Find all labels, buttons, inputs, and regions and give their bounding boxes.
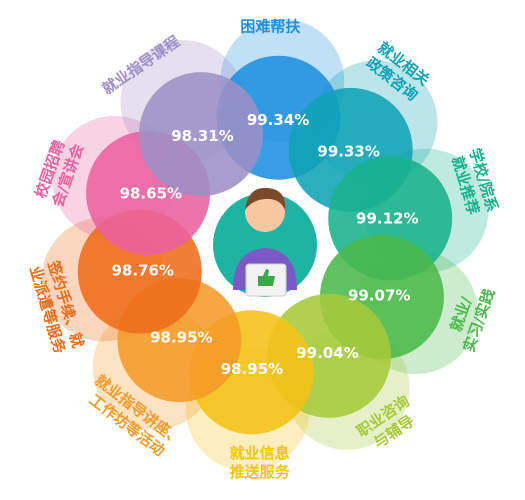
value-label: 99.04% <box>296 344 358 362</box>
chart: 99.34% 99.33% 99.12% 99.07% 99.04% 98.95% 98.9… <box>0 0 525 500</box>
category-line: 困难帮扶 <box>240 18 301 36</box>
value-label: 98.31% <box>171 127 233 145</box>
value-label: 99.12% <box>356 210 418 228</box>
value-label: 98.65% <box>120 185 182 203</box>
value-label: 99.34% <box>247 111 309 129</box>
value-label: 98.95% <box>150 328 212 346</box>
category-line: 推送服务 <box>230 463 291 481</box>
value-label: 98.76% <box>111 261 173 279</box>
value-label: 98.95% <box>221 360 283 378</box>
value-label: 99.33% <box>317 143 379 161</box>
category-label: 困难帮扶 <box>240 18 301 36</box>
value-label: 99.07% <box>348 286 410 304</box>
category-line: 就业信息 <box>230 444 290 462</box>
center-figure <box>203 183 327 307</box>
